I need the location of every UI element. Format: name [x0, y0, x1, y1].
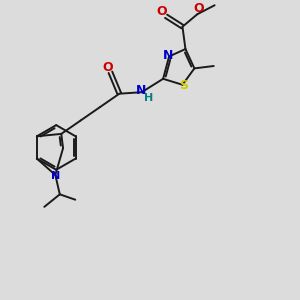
Text: S: S: [179, 80, 188, 92]
Text: N: N: [51, 171, 61, 181]
Text: N: N: [136, 84, 146, 97]
Text: O: O: [193, 2, 204, 15]
Text: O: O: [157, 5, 167, 18]
Text: O: O: [102, 61, 113, 74]
Text: N: N: [163, 49, 173, 62]
Text: H: H: [144, 93, 153, 103]
